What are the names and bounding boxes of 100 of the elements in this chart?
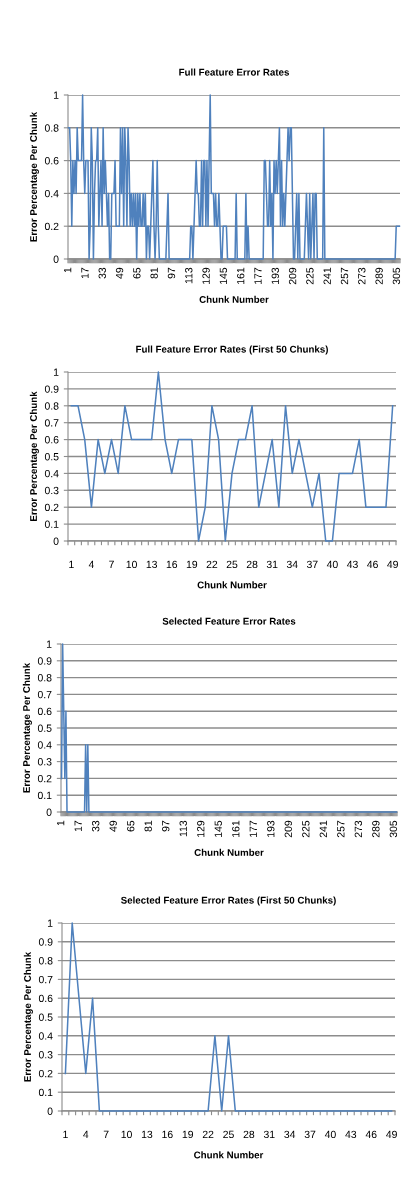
y-tick-label: 0.8 [38,957,53,965]
y-tick-label: 0.2 [37,774,52,783]
x-tick-label: 34 [286,560,298,569]
y-tick-label: 0.4 [44,469,59,478]
y-tick-label: 0.3 [37,758,52,766]
x-tick-label: 225 [302,820,310,838]
x-tick-label: 209 [288,267,297,285]
x-axis-title: Chunk Number [197,581,267,589]
y-tick-label: 1 [53,368,59,376]
x-tick-label: 4 [88,560,95,568]
x-tick-label: 209 [284,820,292,838]
y-tick-label: 0.6 [44,157,59,165]
x-tick-label: 161 [232,820,240,837]
chart-title: Selected Feature Error Rates (First 50 Chunks) [121,896,336,906]
y-tick-label: 0.7 [44,419,59,427]
x-tick-label: 49 [109,820,117,832]
x-tick-label: 28 [246,560,258,569]
x-tick-label: 49 [387,560,398,569]
y-tick-label: 1 [47,919,53,927]
line-series [67,94,401,260]
x-tick-label: 97 [167,267,176,279]
y-tick-label: 0.8 [44,124,59,132]
x-tick-label: 241 [319,820,327,838]
x-tick-label: 16 [166,560,178,569]
x-tick-label: 97 [162,820,170,832]
x-tick-label: 43 [346,560,358,569]
x-tick-label: 13 [146,560,158,569]
y-tick-label: 0.9 [38,938,53,946]
x-axis-title: Chunk Number [199,295,269,303]
x-tick-label: 17 [81,267,89,279]
x-tick-label: 22 [202,1130,214,1138]
x-tick-label: 1 [57,820,65,826]
y-tick-label: 0 [53,537,59,545]
x-tick-label: 40 [326,560,338,569]
x-tick-label: 1 [69,560,74,568]
x-tick-label: 49 [115,267,124,279]
y-tick-label: 0.4 [37,741,52,749]
y-tick-label: 0.7 [37,690,52,699]
x-tick-label: 19 [186,560,198,569]
y-tick-label: 0.3 [38,1051,53,1059]
y-tick-label: 0.6 [37,707,52,716]
chart-title: Selected Feature Error Rates [162,617,296,625]
y-tick-label: 0.6 [38,994,53,1003]
x-tick-label: 113 [179,820,187,837]
x-tick-label: 7 [109,560,114,568]
y-tick-label: 0.8 [37,674,52,682]
y-tick-label: 0.1 [38,1088,53,1097]
x-tick-label: 37 [306,560,318,569]
x-tick-label: 129 [197,820,205,837]
x-tick-label: 25 [226,560,238,569]
x-tick-label: 81 [144,820,152,832]
x-tick-label: 225 [306,267,314,285]
x-tick-label: 28 [243,1130,255,1139]
y-tick-label: 0.9 [37,657,52,665]
y-axis-title: Error Percentage Per Chunk [29,111,39,242]
y-tick-label: 0.2 [38,1069,53,1078]
y-tick-label: 0.3 [44,486,59,495]
x-tick-label: 193 [267,820,275,837]
x-tick-label: 25 [223,1130,234,1139]
x-tick-label: 305 [392,267,401,285]
x-tick-label: 10 [121,1130,132,1139]
x-tick-label: 22 [206,560,218,568]
x-tick-label: 305 [389,820,398,838]
x-tick-label: 289 [372,820,380,838]
x-tick-label: 1 [63,1130,68,1138]
x-tick-label: 145 [219,267,228,284]
y-tick-label: 0.5 [37,724,52,732]
chart-title: Full Feature Error Rates [179,68,289,76]
y-tick-label: 0.1 [37,791,52,800]
x-tick-label: 16 [162,1130,173,1139]
x-tick-label: 193 [271,267,279,284]
x-tick-label: 17 [74,820,82,832]
x-tick-label: 31 [263,1130,275,1139]
x-tick-label: 257 [340,267,349,285]
y-tick-label: 0.4 [44,189,59,198]
x-tick-label: 31 [266,560,278,569]
x-tick-label: 46 [365,1130,377,1139]
y-tick-label: 0.6 [44,436,59,444]
y-axis-title: Error Percentage Per Chunk [22,662,32,793]
y-tick-label: 0.2 [44,222,59,231]
x-tick-label: 65 [127,820,135,832]
x-tick-label: 289 [375,267,383,285]
x-tick-label: 33 [98,267,106,279]
chart-title: Full Feature Error Rates (First 50 Chunks) [136,345,328,355]
x-tick-label: 177 [254,267,262,284]
x-tick-label: 33 [91,820,100,832]
line-series [60,643,398,813]
y-tick-label: 0.8 [44,402,59,410]
x-tick-label: 81 [150,267,158,279]
y-tick-label: 0.9 [44,385,59,393]
y-tick-label: 0.1 [44,520,59,528]
x-axis-title: Chunk Number [194,848,264,856]
x-tick-label: 65 [133,267,141,279]
x-tick-label: 257 [337,820,345,838]
y-tick-label: 0.5 [38,1013,53,1021]
x-tick-label: 43 [345,1130,357,1139]
y-tick-label: 1 [46,640,52,648]
y-tick-label: 0 [47,1107,53,1115]
x-tick-label: 177 [249,820,257,837]
x-tick-label: 34 [284,1130,296,1139]
